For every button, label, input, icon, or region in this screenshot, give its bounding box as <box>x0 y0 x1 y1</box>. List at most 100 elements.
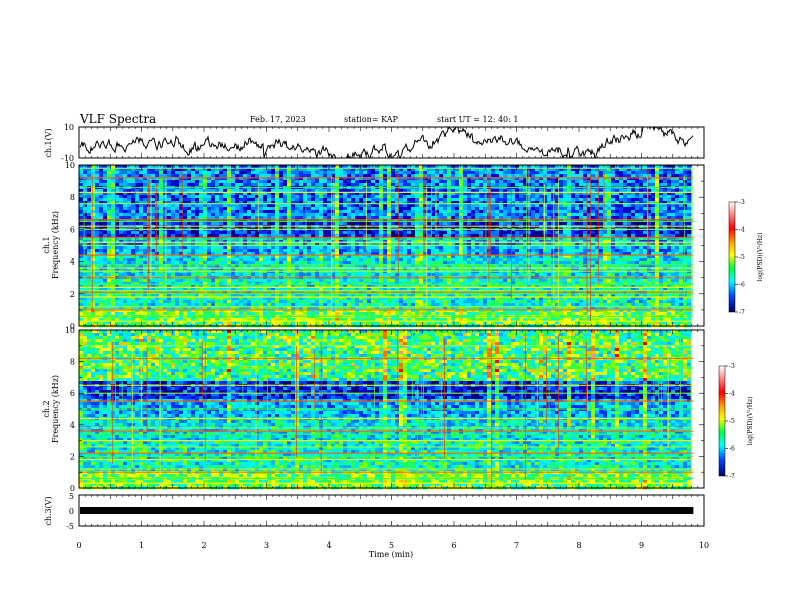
spectrogram-cell <box>359 195 364 199</box>
spectrogram-cell <box>651 249 656 253</box>
spectrogram-cell <box>239 171 244 175</box>
spectrogram-cell <box>243 246 248 250</box>
spectrogram-cell <box>331 174 336 178</box>
spectrogram-cell <box>143 168 148 172</box>
spectrogram-cell <box>563 219 568 223</box>
spectrogram-cell <box>247 171 252 175</box>
spectrogram-cell <box>195 198 200 202</box>
spectrogram-cell <box>407 189 412 193</box>
spectrogram-cell <box>443 183 448 187</box>
spectrogram-cell <box>171 213 176 217</box>
spectrogram-cell <box>631 180 636 184</box>
spectrogram-cell <box>615 219 620 223</box>
spectrogram-cell <box>359 210 364 214</box>
spectrogram-cell <box>203 222 208 226</box>
spectrogram-cell <box>407 183 412 187</box>
spectrogram-cell <box>607 198 612 202</box>
spectrogram-cell <box>639 180 644 184</box>
spectrogram-cell <box>143 189 148 193</box>
spectrogram-cell <box>287 222 292 226</box>
spectrogram-cell <box>243 249 248 253</box>
spectrogram-cell <box>639 249 644 253</box>
spectrogram-cell <box>547 207 552 211</box>
spectrogram-cell <box>323 171 328 175</box>
spectrogram-cell <box>655 207 660 211</box>
spectrogram-cell <box>543 189 548 193</box>
spectrogram-cell <box>459 213 464 217</box>
spectrogram-cell <box>139 198 144 202</box>
spectrogram-cell <box>259 180 264 184</box>
spectrogram-cell <box>651 180 656 184</box>
spectrogram-cell <box>267 192 272 196</box>
spectrogram-cell <box>155 258 160 262</box>
spectrogram-cell <box>267 222 272 226</box>
spectrogram-cell <box>587 189 592 193</box>
spectrogram-cell <box>571 231 576 235</box>
spectrogram-cell <box>191 165 196 169</box>
spectrogram-cell <box>163 192 168 196</box>
spectrogram-cell <box>339 183 344 187</box>
spectrogram-cell <box>675 198 680 202</box>
spectrogram-cell <box>187 249 192 253</box>
spectrogram-cell <box>295 174 300 178</box>
spectrogram-cell <box>391 171 396 175</box>
spectrogram-cell <box>451 174 456 178</box>
spectrogram-cell <box>343 189 348 193</box>
spectrogram-cell <box>239 219 244 223</box>
spectrogram-cell <box>511 168 516 172</box>
spectrogram-cell <box>319 192 324 196</box>
spectrogram-cell <box>271 195 276 199</box>
spectrogram-cell <box>523 201 528 205</box>
spectrogram-cell <box>155 201 160 205</box>
spectrogram-cell <box>459 204 464 208</box>
spectrogram-cell <box>351 216 356 220</box>
spectrogram-cell <box>515 174 520 178</box>
spectrogram-cell <box>683 168 688 172</box>
spectrogram-cell <box>311 222 316 226</box>
spectrogram-cell <box>619 207 624 211</box>
spectrogram-cell <box>95 219 100 223</box>
spectrogram-cell <box>267 249 272 253</box>
spectrogram-cell <box>643 207 648 211</box>
spectrogram-cell <box>559 222 564 226</box>
spectrogram-cell <box>435 204 440 208</box>
spectrogram-cell <box>127 249 132 253</box>
spectrogram-cell <box>351 171 356 175</box>
spectrogram-cell <box>327 246 332 250</box>
spectrogram-cell <box>379 195 384 199</box>
spectrogram-cell <box>595 198 600 202</box>
spectrogram-cell <box>507 222 512 226</box>
spectrogram-cell <box>611 177 616 181</box>
spectrogram-cell <box>323 249 328 253</box>
spectrogram-cell <box>347 222 352 226</box>
spectrogram-cell <box>191 168 196 172</box>
spectrogram-cell <box>635 249 640 253</box>
spectrogram-cell <box>139 246 144 250</box>
spectrogram-cell <box>515 189 520 193</box>
spectrogram-cell <box>139 213 144 217</box>
spectrogram-cell <box>371 249 376 253</box>
spectrogram-cell <box>187 201 192 205</box>
spectrogram-cell <box>535 192 540 196</box>
spectrogram-cell <box>275 174 280 178</box>
spectrogram-cell <box>631 216 636 220</box>
spectrogram-cell <box>571 246 576 250</box>
spectrogram-cell <box>131 210 136 214</box>
spectrogram-cell <box>123 210 128 214</box>
spectrogram-cell <box>91 222 96 226</box>
spectrogram-cell <box>335 231 340 235</box>
spectrogram-cell <box>263 183 268 187</box>
spectrogram-cell <box>435 219 440 223</box>
spectrogram-cell <box>683 180 688 184</box>
spectrogram-cell <box>291 246 296 250</box>
spectrogram-cell <box>399 177 404 181</box>
spectrogram-cell <box>683 210 688 214</box>
spectrogram-cell <box>563 171 568 175</box>
spectrogram-cell <box>339 249 344 253</box>
spectrogram-cell <box>207 180 212 184</box>
spectrogram-cell <box>547 216 552 220</box>
spectrogram-cell <box>119 201 124 205</box>
spectrogram-cell <box>175 231 180 235</box>
spectrogram-cell <box>263 171 268 175</box>
spectrogram-cell <box>87 210 92 214</box>
